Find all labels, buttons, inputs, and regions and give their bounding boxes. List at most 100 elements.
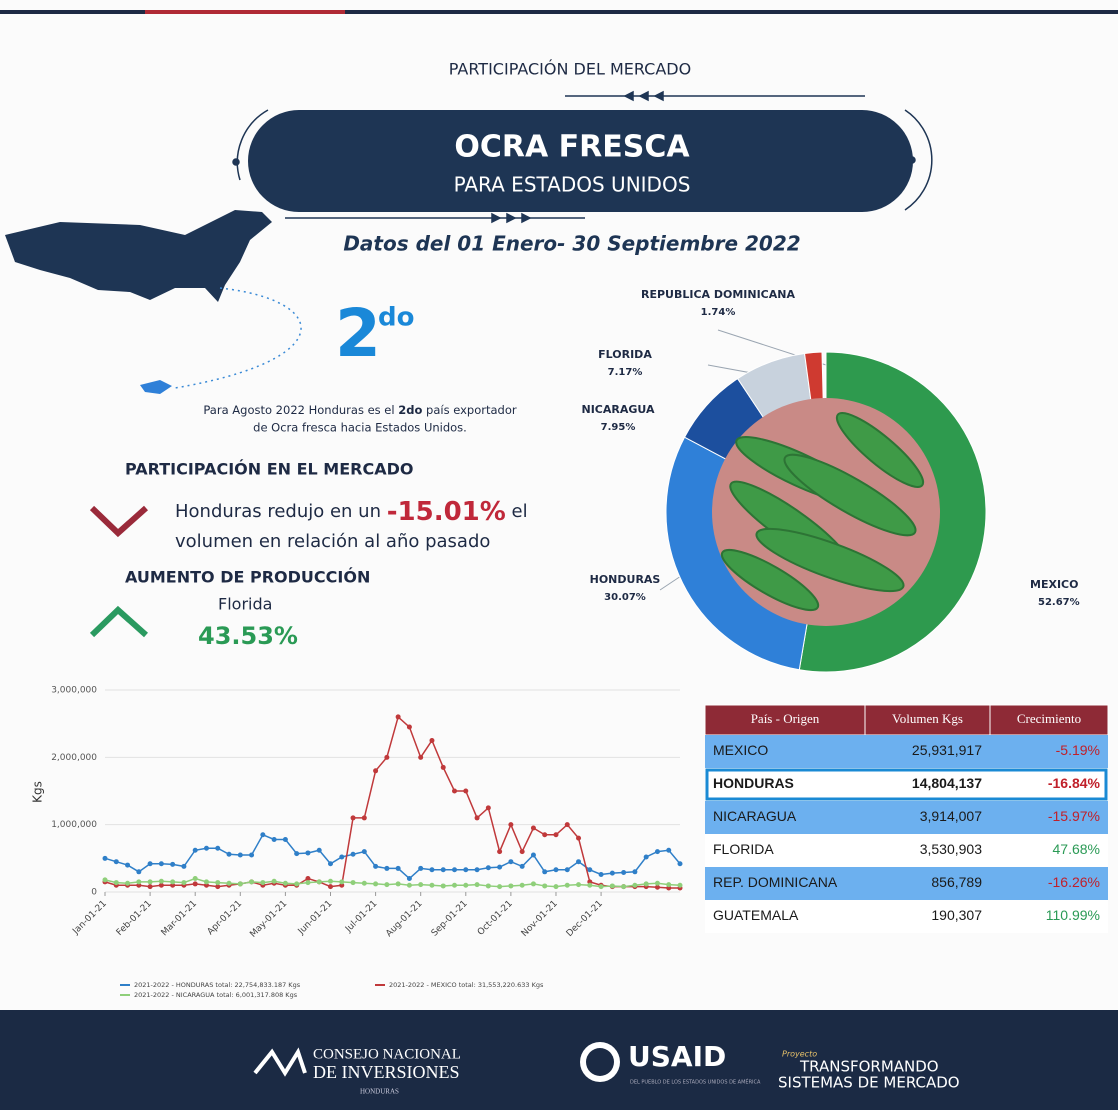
slice-label: HONDURAS [590,573,661,586]
data-point [452,789,457,794]
data-point [508,859,513,864]
market-text-2: volumen en relación al año pasado [175,531,490,552]
data-point [305,880,310,885]
data-point [475,882,480,887]
table-cell: -16.84% [1048,775,1101,791]
data-point [328,879,333,884]
data-point [621,884,626,889]
data-point [655,849,660,854]
data-point [339,854,344,859]
data-point [678,861,683,866]
data-point [520,864,525,869]
infographic: PARTICIPACIÓN DEL MERCADO OCRA FRESCA PA… [0,0,1118,1110]
data-point [542,869,547,874]
table-cell: -15.97% [1048,808,1100,824]
data-point [508,822,513,827]
data-point [429,867,434,872]
data-point [407,883,412,888]
data-point [148,861,153,866]
data-point [317,879,322,884]
usaid-seal-inner [586,1048,614,1076]
data-point [294,851,299,856]
production-heading: AUMENTO DE PRODUCCIÓN [125,568,370,587]
data-point [429,883,434,888]
data-point [644,854,649,859]
data-point [114,859,119,864]
data-point [283,881,288,886]
data-point [610,871,615,876]
data-point [441,867,446,872]
data-point [103,877,108,882]
y-tick-label: 0 [91,888,97,898]
table-cell: 3,914,007 [920,808,982,824]
table-header: País - Origen [751,711,820,726]
slice-label: REPUBLICA DOMINICANA [641,288,795,301]
data-point [328,884,333,889]
data-point [666,848,671,853]
table-cell: -16.26% [1048,874,1100,890]
data-point [610,883,615,888]
table-header: Crecimiento [1017,711,1081,726]
data-point [193,881,198,886]
data-point [565,867,570,872]
slice-value: 52.67% [1038,597,1080,608]
rank-text: Para Agosto 2022 Honduras es el 2do país… [203,403,516,417]
data-point [204,846,209,851]
data-point [159,861,164,866]
text: país exportador [422,403,516,417]
table-cell: 47.68% [1053,841,1100,857]
data-point [384,882,389,887]
title: OCRA FRESCA [454,130,690,165]
data-point [362,881,367,886]
production-value: 43.53% [198,622,298,650]
data-point [204,879,209,884]
rank-text-2: de Ocra fresca hacia Estados Unidos. [253,421,467,435]
date-range: Datos del 01 Enero- 30 Septiembre 2022 [343,232,800,256]
data-point [463,867,468,872]
data-point [587,883,592,888]
rank-suffix: do [378,303,414,333]
kicker: PARTICIPACIÓN DEL MERCADO [449,60,691,79]
text: el [506,501,528,522]
slice-value: 30.07% [604,592,646,603]
subtitle: PARA ESTADOS UNIDOS [454,173,691,197]
data-point [553,884,558,889]
y-axis-label: Kgs [31,781,45,803]
data-point [599,884,604,889]
data-point [441,765,446,770]
slice-label: FLORIDA [598,348,652,361]
data-point [520,849,525,854]
text-bold: 2do [398,403,422,417]
data-point [531,881,536,886]
data-point [148,879,153,884]
data-point [328,861,333,866]
table-cell: NICARAGUA [713,808,797,824]
table-header: Volumen Kgs [892,711,963,726]
data-point [678,883,683,888]
data-point [576,859,581,864]
data-point [531,826,536,831]
data-point [429,738,434,743]
change: -15.01% [387,497,506,527]
footer-text: DE INVERSIONES [313,1062,460,1082]
footer-text: HONDURAS [360,1088,399,1096]
data-point [553,832,558,837]
rank-number: 2 [335,295,381,372]
legend-label: 2021-2022 - NICARAGUA total: 6,001,317.8… [134,991,298,999]
legend-label: 2021-2022 - HONDURAS total: 22,754,833.1… [134,981,301,989]
data-point [215,880,220,885]
data-point [170,879,175,884]
data-point [272,879,277,884]
text: Honduras redujo en un [175,501,387,522]
data-point [384,866,389,871]
data-point [181,880,186,885]
market-heading: PARTICIPACIÓN EN EL MERCADO [125,460,413,479]
data-point [272,837,277,842]
table-cell: GUATEMALA [713,907,799,923]
data-point [215,846,220,851]
data-point [260,832,265,837]
text: Para Agosto 2022 Honduras es el [203,403,398,417]
data-point [463,883,468,888]
data-point [396,714,401,719]
data-point [666,882,671,887]
